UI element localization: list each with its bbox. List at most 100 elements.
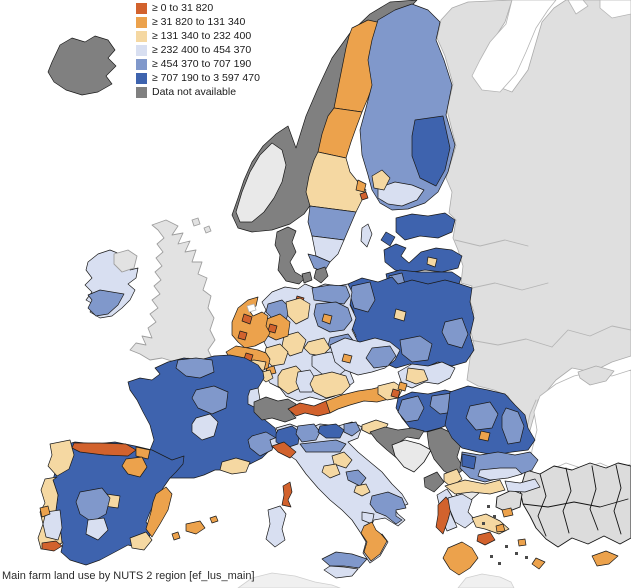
region-languedoc[interactable] (219, 457, 251, 475)
region-shetland-1[interactable] (191, 217, 201, 227)
region-nl-region-a[interactable] (241, 313, 253, 325)
region-montenegro[interactable] (423, 471, 445, 493)
region-cyprus[interactable] (591, 550, 619, 567)
region-finland-east[interactable] (411, 115, 451, 187)
region-france-center[interactable] (191, 385, 229, 415)
region-valencia[interactable] (145, 486, 173, 538)
region-epirus[interactable] (435, 496, 453, 535)
region-friuli[interactable] (343, 421, 361, 437)
map-title: Main farm land use by NUTS 2 region [ef_… (2, 570, 255, 582)
region-aland[interactable] (359, 191, 369, 201)
region-iceland[interactable] (47, 35, 117, 96)
region-umbria[interactable] (321, 463, 341, 479)
region-great-britain[interactable] (129, 219, 216, 363)
region-alentejo[interactable] (42, 509, 63, 541)
region-brandenburg[interactable] (313, 301, 353, 333)
region-aegean-islet-8 (498, 562, 501, 565)
region-samos[interactable] (517, 538, 527, 547)
region-finland-southwest[interactable] (371, 169, 391, 191)
legend-swatch-7 (136, 87, 147, 98)
region-stockholm[interactable] (355, 179, 367, 193)
region-denmark-zealand[interactable] (313, 266, 329, 284)
region-bulgaria-south[interactable] (477, 467, 523, 481)
region-turkey[interactable] (519, 462, 631, 548)
region-sardinia[interactable] (265, 505, 287, 548)
region-puglia[interactable] (369, 491, 407, 525)
region-norway-southwest[interactable] (235, 142, 287, 223)
region-estonia[interactable] (395, 212, 456, 241)
region-northern-ireland[interactable] (113, 249, 138, 273)
region-galicia[interactable] (47, 439, 75, 477)
region-ireland-south[interactable] (87, 289, 125, 317)
region-vienna[interactable] (390, 388, 401, 399)
region-moravia[interactable] (365, 345, 397, 369)
region-bosnia[interactable] (391, 439, 432, 473)
region-mallorca[interactable] (185, 520, 206, 535)
region-andalusia-west[interactable] (85, 517, 109, 541)
region-romania-east[interactable] (501, 407, 525, 445)
region-bulgaria-west[interactable] (461, 453, 477, 470)
region-basque[interactable] (135, 446, 151, 460)
region-murcia[interactable] (129, 531, 153, 551)
region-crimea[interactable] (577, 365, 615, 386)
region-calabria[interactable] (360, 521, 388, 562)
region-lesbos[interactable] (501, 507, 514, 518)
region-auvergne[interactable] (191, 413, 219, 441)
region-bratislava[interactable] (397, 381, 408, 392)
region-ruhr[interactable] (267, 323, 278, 334)
region-sweden-east[interactable] (307, 205, 357, 241)
region-transylvania[interactable] (465, 401, 499, 431)
region-berlin[interactable] (321, 313, 333, 325)
region-lower-saxony-east[interactable] (285, 297, 311, 325)
region-peloponnese[interactable] (442, 541, 479, 576)
region-bavaria-south[interactable] (309, 371, 351, 399)
region-barents-notch (599, 0, 631, 19)
region-liguria[interactable] (271, 441, 297, 459)
region-denmark-fyn[interactable] (301, 271, 313, 284)
region-shetland-2[interactable] (203, 225, 212, 234)
region-sweden-mid[interactable] (305, 151, 367, 213)
region-provence[interactable] (247, 431, 277, 457)
region-extremadura[interactable] (75, 487, 111, 523)
region-riga[interactable] (426, 256, 438, 268)
region-greece-north[interactable] (444, 479, 506, 495)
region-warsaw[interactable] (393, 308, 407, 322)
legend-label-1: ≥ 0 to 31 820 (152, 2, 214, 14)
region-mecklenburg[interactable] (311, 284, 351, 305)
region-saaremaa[interactable] (380, 231, 396, 247)
region-marche[interactable] (331, 451, 353, 469)
region-chios[interactable] (495, 523, 506, 533)
region-sicily-north[interactable] (321, 551, 368, 569)
region-veneto[interactable] (317, 423, 345, 439)
region-molise[interactable] (353, 483, 371, 497)
region-poland-south[interactable] (399, 335, 433, 363)
region-ibiza[interactable] (171, 531, 181, 541)
region-normandy[interactable] (175, 357, 215, 379)
region-lisbon[interactable] (39, 505, 51, 518)
region-sicily-south[interactable] (323, 565, 359, 579)
region-attica[interactable] (476, 531, 496, 546)
region-rioja-navarra[interactable] (121, 456, 148, 478)
region-finland-south[interactable] (377, 181, 425, 207)
region-lombardy[interactable] (295, 423, 321, 443)
region-corsica[interactable] (281, 481, 293, 508)
region-switzerland[interactable] (253, 396, 297, 423)
region-emilia[interactable] (299, 439, 347, 453)
region-rhodes[interactable] (531, 557, 546, 570)
region-latvia[interactable] (383, 243, 463, 274)
region-hungary-west[interactable] (397, 395, 425, 423)
region-slovakia-mid[interactable] (405, 367, 429, 385)
region-poland-east[interactable] (441, 317, 469, 349)
region-denmark-jutland[interactable] (274, 226, 306, 285)
region-greece-thrace[interactable] (504, 478, 541, 493)
region-gotland[interactable] (360, 223, 373, 248)
region-menorca[interactable] (209, 515, 219, 524)
region-abruzzo[interactable] (345, 469, 367, 487)
region-turkey-border-5 (522, 498, 629, 508)
region-bucharest[interactable] (478, 430, 491, 442)
region-prague[interactable] (341, 353, 353, 364)
region-algarve[interactable] (41, 540, 63, 552)
region-asturias-cantabria[interactable] (71, 442, 137, 457)
region-nl-region-b[interactable] (237, 330, 248, 341)
